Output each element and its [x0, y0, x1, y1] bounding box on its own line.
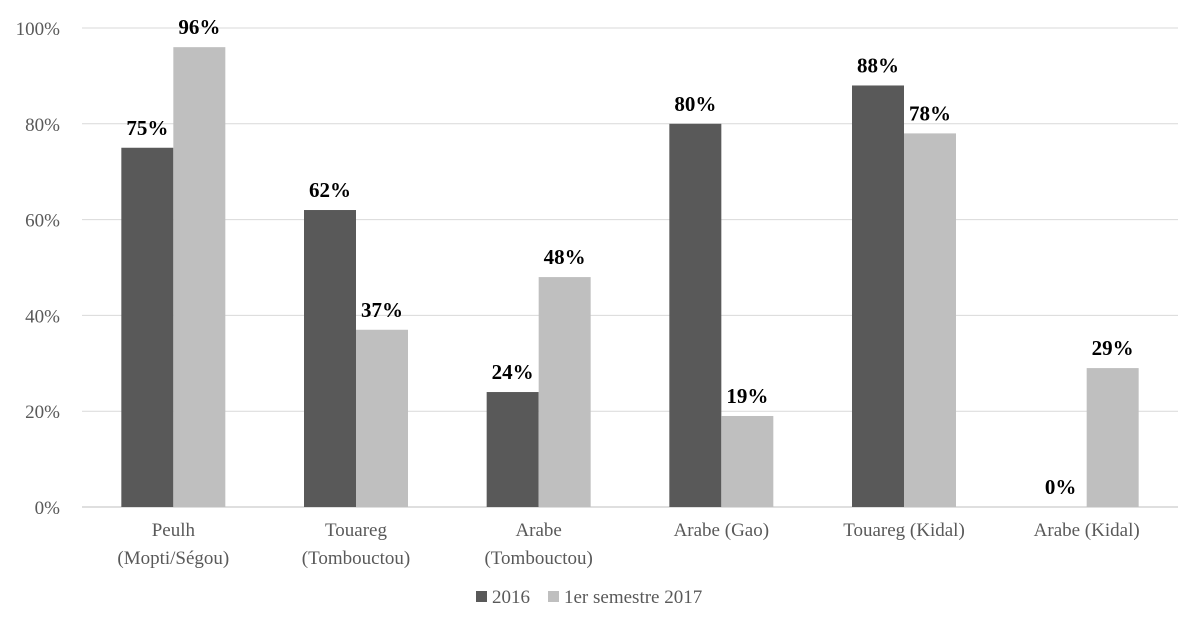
- y-tick-label: 60%: [25, 211, 60, 232]
- bar-2016-4: [852, 85, 904, 507]
- bar-2016-3: [669, 123, 722, 508]
- bar-1er-semestre-2017-3: [721, 415, 774, 507]
- y-tick-label: 80%: [25, 115, 60, 136]
- data-label: 24%: [492, 360, 534, 384]
- bar-1er-semestre-2017-2: [538, 277, 591, 507]
- data-label: 48%: [544, 245, 586, 269]
- gridlines: [82, 27, 1178, 508]
- y-tick-label: 40%: [25, 306, 60, 327]
- data-label: 19%: [726, 384, 768, 408]
- y-tick-label: 0%: [35, 498, 61, 519]
- y-tick-label: 100%: [16, 19, 61, 40]
- data-label: 75%: [126, 116, 168, 140]
- category-label: Arabe (Gao): [674, 520, 769, 541]
- data-label: 37%: [361, 298, 403, 322]
- legend: 2016 1er semestre 2017: [476, 587, 702, 608]
- bar-2016-0: [121, 147, 174, 507]
- legend-label: 2016: [492, 587, 530, 608]
- category-label: (Tombouctou): [302, 548, 410, 569]
- legend-swatch: [548, 591, 559, 602]
- y-axis: 0% 20% 40% 60% 80% 100%: [16, 19, 61, 519]
- bar-1er-semestre-2017-5: [1086, 368, 1139, 507]
- category-label: Arabe (Kidal): [1034, 520, 1140, 541]
- category-label: Touareg (Kidal): [843, 520, 965, 541]
- data-labels: 75% 96% 62% 37% 24% 48% 80% 19% 88% 78% 0% 29%: [126, 15, 1133, 499]
- legend-swatch: [476, 591, 487, 602]
- category-label: Touareg: [325, 520, 387, 541]
- category-label: Peulh: [152, 520, 196, 541]
- data-label: 0%: [1045, 475, 1077, 499]
- data-label: 96%: [178, 15, 220, 39]
- data-label: 88%: [857, 53, 899, 77]
- bar-1er-semestre-2017-0: [173, 47, 226, 507]
- data-label: 80%: [674, 92, 716, 116]
- data-label: 78%: [909, 101, 951, 125]
- bars: [121, 47, 1139, 508]
- bar-2016-1: [304, 210, 356, 507]
- x-axis: Peulh (Mopti/Ségou) Touareg (Tombouctou) Ara…: [117, 520, 1139, 569]
- bar-1er-semestre-2017-1: [356, 329, 408, 507]
- bar-1er-semestre-2017-4: [904, 133, 956, 507]
- bar-2016-2: [486, 392, 539, 507]
- category-label: (Mopti/Ségou): [117, 548, 229, 569]
- y-tick-label: 20%: [25, 402, 60, 423]
- data-label: 29%: [1092, 336, 1134, 360]
- category-label: Arabe: [515, 520, 561, 541]
- category-label: (Tombouctou): [484, 548, 592, 569]
- legend-label: 1er semestre 2017: [564, 587, 702, 608]
- data-label: 62%: [309, 178, 351, 202]
